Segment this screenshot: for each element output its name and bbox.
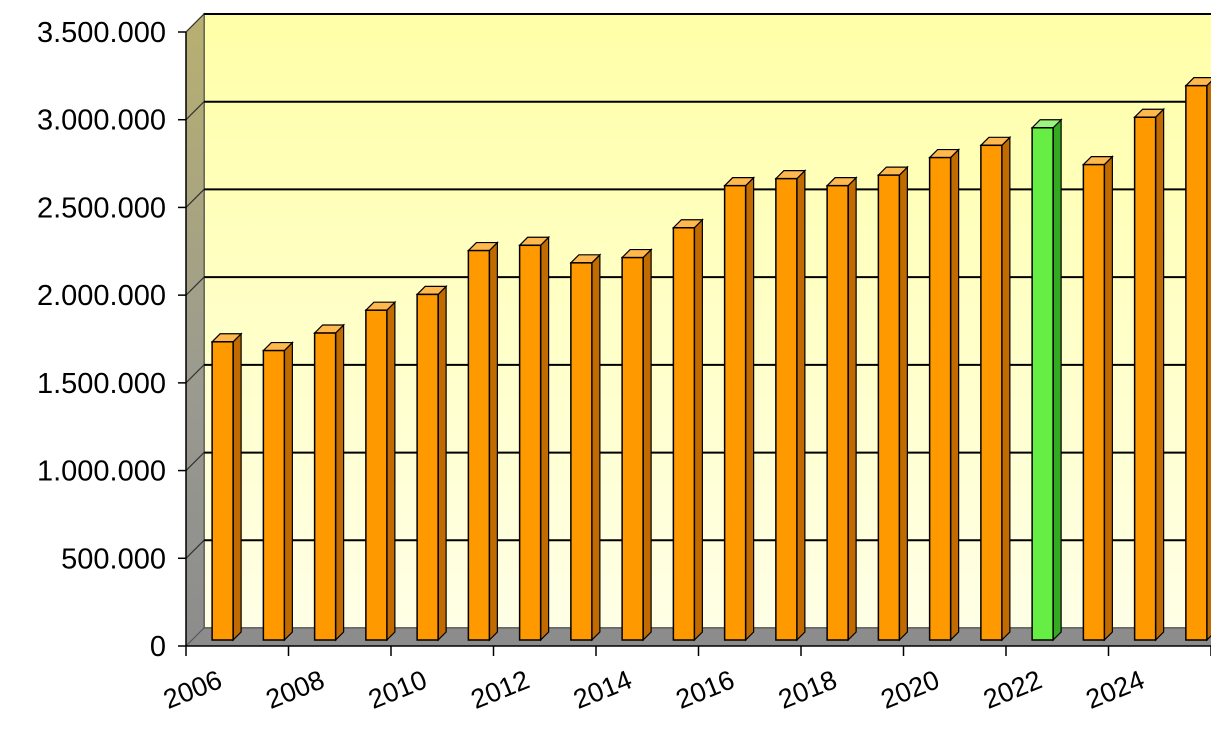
gridline-side <box>185 452 205 471</box>
bar-front <box>1185 84 1208 641</box>
bar-front <box>877 174 901 641</box>
bar-front <box>621 256 644 641</box>
bar-side <box>386 300 396 642</box>
gridline-side <box>185 13 205 33</box>
bar-side <box>591 253 601 642</box>
bar-front <box>262 349 286 641</box>
y-tick-label: 2.000.000 <box>37 280 166 312</box>
x-tick-label: 2014 <box>569 664 636 714</box>
bar-2009 <box>364 300 397 642</box>
y-tick-label: 3.500.000 <box>37 17 166 49</box>
bar-2024 <box>1133 107 1166 642</box>
bar-front <box>467 249 491 641</box>
bar-2008 <box>313 323 346 642</box>
gridline-side <box>185 101 205 121</box>
bar-side <box>847 176 857 642</box>
y-tick-label: 1.000.000 <box>37 456 166 488</box>
gridline-side <box>185 189 205 208</box>
bar-2010 <box>415 284 448 642</box>
bar-side <box>745 176 755 642</box>
x-tick-label: 2016 <box>672 664 739 714</box>
bar-2017 <box>774 169 807 642</box>
bar-side <box>1155 107 1165 642</box>
x-tick-label: 2010 <box>364 664 431 714</box>
y-tick-label: 500.000 <box>61 543 166 575</box>
bars <box>210 77 1211 642</box>
bar-2012 <box>518 235 551 642</box>
bar-side <box>232 332 242 642</box>
bar-front <box>416 293 439 641</box>
bar-2023 <box>1081 155 1114 642</box>
bar-front <box>1082 163 1106 641</box>
bar-2025 <box>1184 77 1211 642</box>
bar-front <box>980 144 1003 641</box>
bar-2007 <box>261 341 294 642</box>
bar-2015 <box>671 218 704 642</box>
bar-front <box>570 262 593 641</box>
bar-side <box>1052 118 1062 642</box>
bar-side <box>283 341 293 642</box>
bar-front <box>928 156 952 641</box>
bar-2014 <box>620 248 653 642</box>
bar-2011 <box>466 241 499 642</box>
bar-side <box>540 235 550 642</box>
y-tick-label: 3.000.000 <box>37 105 166 137</box>
bar-front <box>723 184 747 641</box>
bar-front <box>1031 126 1054 641</box>
x-tick-label: 2008 <box>262 664 329 714</box>
bar-side <box>488 241 498 642</box>
bar-side <box>1001 135 1011 642</box>
bar-front <box>313 332 337 641</box>
bar-side <box>335 323 345 642</box>
bar-2019 <box>876 165 909 642</box>
bar-front <box>211 341 234 641</box>
x-tick-label: 2006 <box>159 664 226 714</box>
bar-2013 <box>569 253 602 642</box>
bar-2006 <box>210 332 243 642</box>
side-wall <box>185 12 205 648</box>
bar-front <box>826 184 849 641</box>
bar-2022 <box>1030 118 1063 642</box>
bar-2021 <box>979 135 1012 642</box>
bar-front <box>1133 116 1157 641</box>
x-tick-label: 2022 <box>979 664 1046 714</box>
x-tick-label: 2012 <box>467 664 534 714</box>
bar-side <box>642 248 652 642</box>
bar-side <box>950 148 960 642</box>
y-tick-label: 0 <box>150 631 166 663</box>
gridline-side <box>185 364 205 384</box>
bar-front <box>365 309 388 641</box>
x-tick-label: 2024 <box>1082 664 1149 714</box>
bar-front <box>518 244 542 641</box>
bar-side <box>898 165 908 642</box>
bar-front <box>775 177 798 641</box>
bar-2018 <box>825 176 858 642</box>
x-tick-label: 2018 <box>774 664 841 714</box>
bar-side <box>437 284 447 642</box>
bar-side <box>1103 155 1113 642</box>
bar-2020 <box>928 148 961 642</box>
gridline-side <box>185 276 205 296</box>
x-tick-label: 2020 <box>877 664 944 714</box>
bar-side <box>693 218 703 642</box>
bar-2016 <box>723 176 756 642</box>
bar-front <box>672 226 696 641</box>
bar-side <box>796 169 806 642</box>
gridline-side <box>185 539 205 559</box>
y-tick-label: 1.500.000 <box>37 368 166 400</box>
y-tick-label: 2.500.000 <box>37 192 166 224</box>
